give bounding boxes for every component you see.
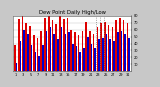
Text: Milwaukee: Milwaukee [0, 36, 2, 51]
Bar [124, 34, 126, 71]
Bar [127, 23, 128, 71]
Bar [128, 38, 130, 71]
Bar [14, 45, 16, 71]
Bar [68, 32, 70, 71]
Bar [22, 14, 23, 71]
Bar [78, 35, 80, 71]
Bar [37, 38, 38, 71]
Bar [38, 56, 40, 71]
Bar [67, 18, 68, 71]
Bar [29, 26, 31, 71]
Bar [59, 15, 61, 71]
Bar [18, 19, 20, 71]
Bar [16, 63, 17, 71]
Bar [83, 48, 85, 71]
Bar [109, 39, 111, 71]
Bar [115, 20, 117, 71]
Bar [33, 35, 35, 71]
Bar [27, 34, 29, 71]
Bar [57, 39, 59, 71]
Bar [72, 44, 74, 71]
Bar [85, 22, 87, 71]
Bar [121, 31, 122, 71]
Bar [53, 34, 55, 71]
Bar [95, 48, 96, 71]
Bar [76, 46, 77, 71]
Bar [70, 30, 72, 71]
Bar [87, 37, 89, 71]
Bar [61, 27, 62, 71]
Bar [25, 23, 27, 71]
Bar [20, 41, 21, 71]
Bar [31, 45, 32, 71]
Bar [100, 23, 102, 71]
Bar [108, 25, 109, 71]
Bar [46, 31, 47, 71]
Bar [117, 32, 119, 71]
Bar [52, 20, 53, 71]
Bar [74, 32, 76, 71]
Bar [64, 34, 66, 71]
Bar [23, 30, 25, 71]
Bar [82, 31, 83, 71]
Bar [63, 19, 64, 71]
Bar [42, 45, 44, 71]
Bar [113, 41, 115, 71]
Bar [40, 31, 42, 71]
Title: Dew Point Daily High/Low: Dew Point Daily High/Low [39, 10, 105, 15]
Bar [104, 22, 106, 71]
Bar [44, 18, 46, 71]
Bar [97, 27, 98, 71]
Bar [48, 16, 49, 71]
Bar [112, 27, 113, 71]
Bar [106, 34, 107, 71]
Bar [119, 18, 121, 71]
Bar [123, 20, 124, 71]
Bar [91, 44, 92, 71]
Bar [98, 39, 100, 71]
Bar [102, 38, 104, 71]
Bar [55, 24, 57, 71]
Bar [35, 52, 36, 71]
Bar [49, 27, 51, 71]
Bar [93, 34, 95, 71]
Bar [80, 52, 81, 71]
Bar [89, 31, 91, 71]
